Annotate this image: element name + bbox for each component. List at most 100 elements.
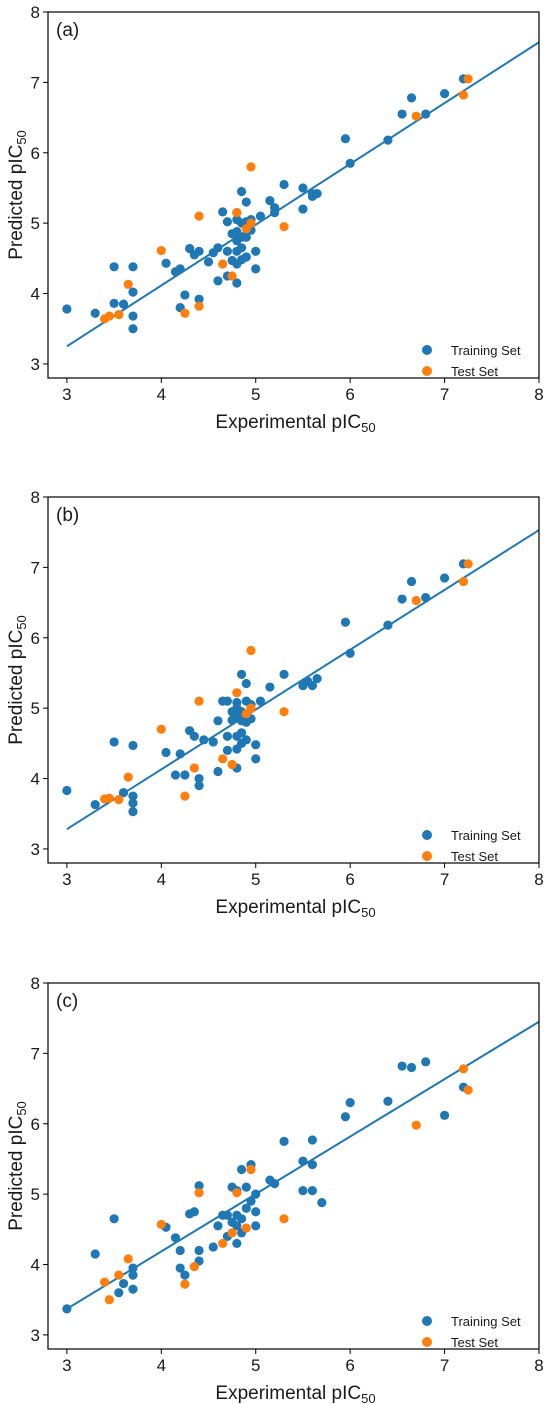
training-point <box>109 298 119 308</box>
training-point <box>208 1242 218 1252</box>
x-tick-label: 5 <box>251 870 260 889</box>
y-axis-label-main: Predicted pIC <box>6 630 27 745</box>
x-tick-label: 6 <box>345 385 354 404</box>
training-point <box>251 1189 261 1199</box>
training-point <box>194 246 204 256</box>
x-axis-label-main: Experimental pIC <box>215 1383 361 1404</box>
training-point <box>180 1270 190 1280</box>
legend: Training Set Test Set <box>422 828 521 864</box>
fit-line <box>66 529 540 831</box>
training-point <box>128 262 138 272</box>
training-point <box>128 791 138 801</box>
legend: Training Set Test Set <box>422 1314 521 1350</box>
legend-label-training: Training Set <box>451 828 521 843</box>
training-point <box>345 1098 355 1108</box>
test-point <box>227 271 237 281</box>
training-point <box>194 773 204 784</box>
axes-frame <box>47 496 540 864</box>
x-tick-label: 7 <box>440 870 449 889</box>
y-axis-label-subscript: 50 <box>14 130 29 144</box>
test-point <box>104 1295 114 1305</box>
test-point <box>180 1279 190 1289</box>
training-set-series <box>62 74 469 334</box>
x-tick-label: 3 <box>62 385 71 404</box>
training-point <box>180 290 190 300</box>
training-point <box>114 1288 124 1298</box>
test-point <box>246 1164 256 1175</box>
training-point <box>175 264 185 274</box>
training-point <box>345 158 355 168</box>
test-point <box>156 724 166 734</box>
y-tick-label: 5 <box>31 699 40 718</box>
training-point <box>232 697 242 708</box>
test-point <box>458 1064 469 1074</box>
x-axis-label: Experimental pIC50 <box>215 1383 375 1404</box>
training-point <box>383 135 393 145</box>
training-point <box>62 304 72 314</box>
training-point <box>307 1135 317 1145</box>
panel-label: (b) <box>56 505 79 526</box>
training-point <box>439 89 450 99</box>
x-tick-label: 6 <box>345 870 354 889</box>
training-point <box>170 770 181 780</box>
training-point <box>345 648 355 658</box>
training-point <box>128 807 138 817</box>
y-tick-label: 6 <box>31 144 40 163</box>
training-point <box>251 1207 261 1217</box>
test-point <box>411 1120 421 1130</box>
test-point <box>194 211 204 221</box>
training-point <box>241 1182 251 1192</box>
panel-label: (a) <box>56 20 79 41</box>
axes-frame <box>47 11 540 379</box>
test-point <box>241 1223 251 1233</box>
test-point <box>180 308 190 318</box>
x-tick-label: 5 <box>251 1356 260 1375</box>
legend-marker-test <box>422 1337 432 1347</box>
test-point <box>411 111 421 121</box>
training-point <box>90 308 100 318</box>
training-point <box>421 593 431 603</box>
training-point <box>265 682 275 692</box>
y-tick-label: 3 <box>31 840 40 859</box>
legend-marker-training <box>422 830 432 840</box>
training-point <box>118 299 129 309</box>
training-point <box>236 669 247 679</box>
training-point <box>383 1096 393 1106</box>
training-point <box>307 1159 317 1170</box>
training-point <box>128 1263 138 1273</box>
training-point <box>213 1221 223 1231</box>
y-tick-label: 5 <box>31 214 40 233</box>
training-point <box>406 1062 417 1073</box>
training-point <box>222 745 233 755</box>
x-tick-label: 5 <box>251 385 260 404</box>
training-point <box>421 109 431 119</box>
legend-marker-training <box>422 345 432 355</box>
training-point <box>128 287 138 297</box>
x-axis-label: Experimental pIC50 <box>215 412 375 435</box>
test-point <box>189 1262 199 1272</box>
training-point <box>241 232 251 242</box>
test-point <box>104 793 114 803</box>
test-point <box>458 90 469 100</box>
y-tick-label: 7 <box>31 558 40 577</box>
training-point <box>298 183 308 193</box>
training-point <box>222 696 233 706</box>
x-tick-label: 7 <box>440 385 449 404</box>
y-tick-label: 6 <box>31 1115 40 1134</box>
test-point <box>227 759 237 770</box>
training-point <box>118 788 129 798</box>
test-point <box>123 279 133 289</box>
x-tick-label: 4 <box>157 1356 166 1375</box>
training-point <box>213 716 223 726</box>
legend-label-test: Test Set <box>451 849 498 864</box>
test-point <box>218 754 228 764</box>
training-point <box>307 681 317 691</box>
test-point <box>189 763 199 773</box>
training-point <box>255 211 266 221</box>
training-point <box>270 1178 280 1189</box>
y-axis-label-subscript: 50 <box>14 615 29 629</box>
panel-label: (c) <box>56 991 78 1012</box>
training-point <box>199 735 209 745</box>
